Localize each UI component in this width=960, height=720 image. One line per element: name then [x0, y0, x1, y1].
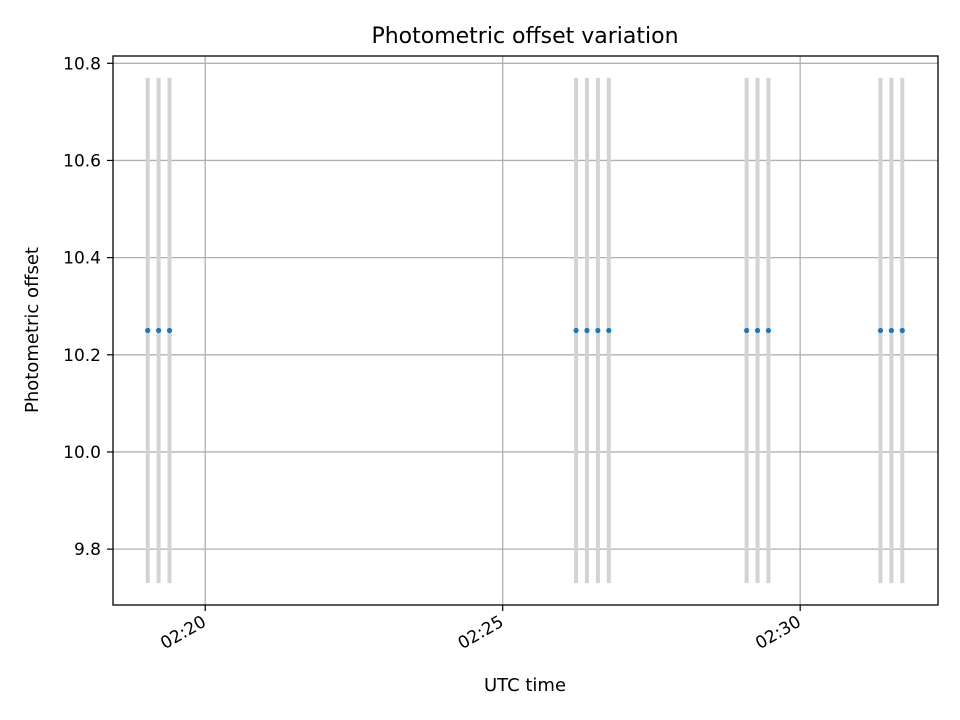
- data-point: [145, 327, 151, 334]
- data-point: [166, 327, 173, 334]
- x-tick-label: 02:30: [752, 612, 804, 654]
- data-point: [595, 327, 601, 334]
- y-tick-label: 10.6: [63, 151, 101, 171]
- y-axis-label: Photometric offset: [22, 247, 43, 413]
- data-point: [744, 327, 750, 334]
- x-tick-label: 02:25: [455, 612, 507, 654]
- data-point: [765, 327, 772, 334]
- data-point: [573, 327, 579, 334]
- x-axis-label: UTC time: [484, 675, 566, 696]
- data-point: [877, 327, 884, 334]
- data-point: [584, 327, 590, 334]
- error-bars: [145, 77, 905, 584]
- grid: [113, 56, 938, 605]
- x-axis: 02:20 02:25 02:30: [157, 605, 805, 654]
- data-point: [754, 327, 761, 334]
- data-point: [156, 327, 162, 334]
- data-points: [145, 327, 905, 334]
- x-tick-label: 02:20: [157, 612, 209, 654]
- y-tick-label: 9.8: [74, 540, 101, 560]
- chart-title: Photometric offset variation: [371, 24, 678, 49]
- y-tick-label: 10.8: [63, 54, 101, 74]
- y-tick-label: 10.4: [63, 249, 101, 269]
- data-point: [888, 327, 894, 334]
- plot-frame: [112, 55, 939, 606]
- y-tick-label: 10.0: [63, 443, 101, 463]
- data-point: [899, 327, 905, 334]
- data-point: [606, 327, 612, 334]
- y-axis: 9.8 10.0 10.2 10.4 10.6 10.8: [63, 54, 113, 560]
- y-tick-label: 10.2: [63, 346, 101, 366]
